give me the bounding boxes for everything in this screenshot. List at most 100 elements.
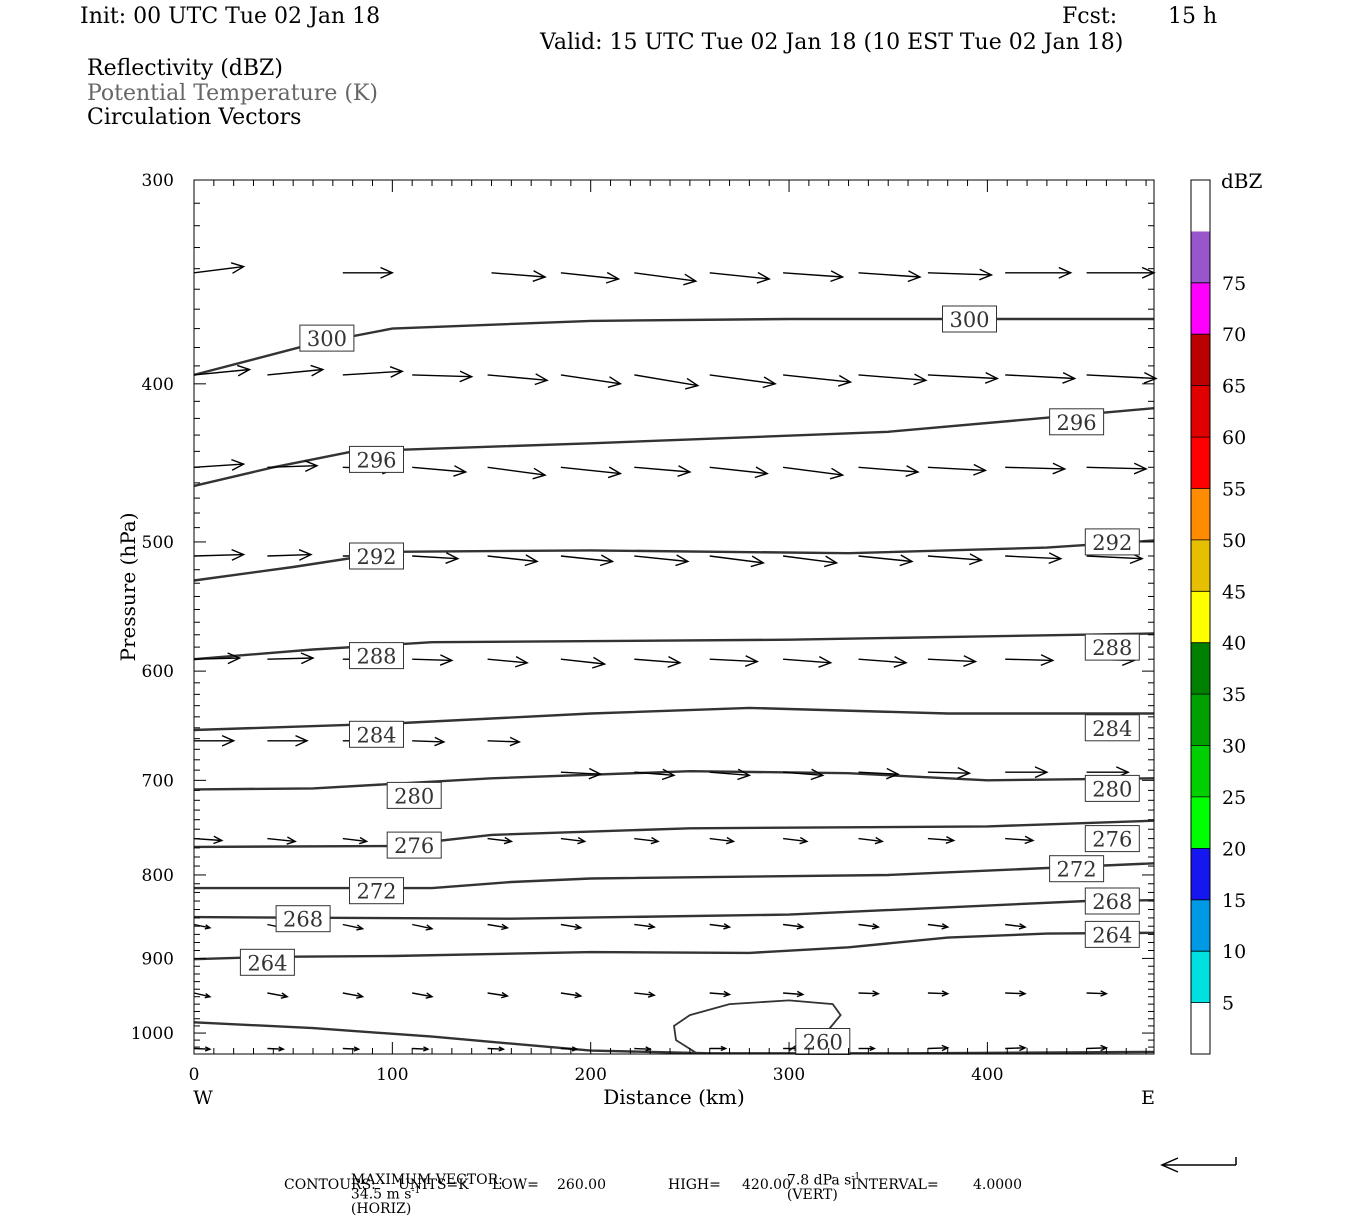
- circulation-vector: [412, 465, 468, 477]
- colorbar-segment: [1191, 488, 1210, 540]
- contour-label: 280: [394, 784, 434, 808]
- circulation-vector: [634, 655, 682, 668]
- contour-label: 276: [394, 834, 434, 858]
- circulation-vector: [634, 374, 700, 390]
- circulation-vector: [927, 1044, 950, 1052]
- contour-label: 272: [356, 880, 396, 904]
- vertical-unit-exponent: -1: [851, 1172, 861, 1182]
- circulation-vector: [412, 992, 434, 999]
- isentrope-288: [193, 632, 1155, 661]
- contour-label: 272: [1057, 858, 1097, 882]
- init-time: Init: 00 UTC Tue 02 Jan 18: [80, 4, 381, 29]
- y-tick-label: 600: [142, 662, 174, 682]
- colorbar-segment: [1191, 282, 1210, 335]
- circulation-vector: [487, 836, 514, 845]
- axis-ticks: [193, 179, 1154, 1055]
- y-tick-label: 500: [142, 533, 174, 553]
- circulation-vector: [783, 270, 845, 283]
- circulation-vector: [342, 836, 369, 845]
- circulation-vector: [193, 1046, 212, 1052]
- colorbar-segment: [1191, 231, 1210, 283]
- contours-label: CONTOURS:: [284, 1177, 376, 1193]
- circulation-vector: [927, 371, 1000, 384]
- circulation-vector: [193, 364, 252, 377]
- circulation-vector: [342, 266, 395, 279]
- circulation-vector: [634, 836, 660, 845]
- colorbar-segment: [1191, 951, 1210, 1003]
- circulation-vector: [560, 1046, 579, 1052]
- circulation-vector: [1086, 371, 1158, 384]
- colorbar-segment: [1191, 437, 1210, 489]
- circulation-vector: [412, 654, 454, 666]
- contour-label-box: [349, 642, 404, 670]
- circulation-vector: [1005, 923, 1027, 930]
- circulation-vector: [267, 1046, 286, 1052]
- circulation-vector: [634, 554, 690, 567]
- circulation-vector: [858, 655, 908, 668]
- circulation-vector: [487, 991, 510, 999]
- isentrope-268: [193, 899, 1155, 920]
- colorbar-level-label: 60: [1222, 427, 1246, 449]
- circulation-vector: [1086, 462, 1148, 475]
- circulation-vector: [491, 270, 547, 282]
- contour-label: 284: [1092, 717, 1132, 741]
- circulation-vector: [487, 1046, 506, 1052]
- contour-label: 260: [803, 1031, 843, 1055]
- contour-label: 296: [1057, 411, 1097, 435]
- axis-labels: 0 100 200 300 400 300 400 500 600 700 800 900 1000 W E…: [116, 171, 1155, 1109]
- colorbar-segment: [1191, 385, 1210, 437]
- circulation-vector: [560, 374, 623, 388]
- contour-labels: 300 300 296 296 292 292 288 288 284 284 280 280 276 2…: [239, 305, 1140, 1055]
- circulation-vector: [634, 991, 656, 998]
- circulation-vector: [560, 554, 615, 567]
- circulation-vector: [858, 836, 885, 845]
- circulation-vector: [709, 990, 732, 998]
- colorbar-level-label: 45: [1222, 581, 1246, 603]
- colorbar-level-label: 50: [1222, 530, 1246, 552]
- circulation-vector: [1005, 266, 1073, 279]
- y-tick-label: 700: [142, 771, 174, 791]
- y-tick-label: 400: [142, 375, 174, 395]
- contour-label-box: [349, 720, 404, 748]
- contours-low-value: 260.00: [557, 1177, 606, 1193]
- y-axis-title: Pressure (hPa): [116, 513, 140, 662]
- x-tick-label: 200: [574, 1065, 606, 1085]
- west-label: W: [193, 1087, 213, 1109]
- y-tick-label: 800: [142, 866, 174, 886]
- circulation-vector: [193, 923, 212, 930]
- circulation-vector: [634, 768, 676, 781]
- circulation-vector: [194, 734, 236, 747]
- circulation-vector: [193, 992, 212, 999]
- contours-interval-label: INTERVAL=: [851, 1177, 939, 1193]
- circulation-vector: [267, 460, 319, 473]
- circulation-vector: [634, 465, 692, 477]
- circulation-vector: [858, 923, 880, 930]
- circulation-vector: [858, 465, 920, 477]
- isentrope-276: [193, 819, 1155, 849]
- circulation-vector: [267, 836, 297, 845]
- colorbar-segment: [1191, 899, 1210, 952]
- circulation-vector: [634, 272, 698, 286]
- circulation-vector: [709, 271, 771, 284]
- circulation-vector: [560, 767, 603, 780]
- circulation-vector: [783, 923, 805, 930]
- circulation-vector: [267, 992, 289, 999]
- circulation-vector: [783, 836, 809, 845]
- contour-label-box: [386, 831, 442, 859]
- colorbar-segment: [1191, 539, 1210, 592]
- valid-time: Valid: 15 UTC Tue 02 Jan 18 (10 EST Tue …: [540, 30, 1124, 55]
- x-tick-label: 300: [773, 1065, 805, 1085]
- x-tick-label: 100: [376, 1065, 408, 1085]
- isentrope-264: [193, 931, 1155, 961]
- colorbar-level-label: 35: [1222, 684, 1246, 706]
- colorbar-segment: [1191, 694, 1210, 746]
- colorbar-level-label: 30: [1222, 736, 1246, 758]
- colorbar-level-label: 40: [1222, 633, 1246, 655]
- circulation-vector: [267, 549, 313, 561]
- field-circulation-vectors: Circulation Vectors: [87, 105, 302, 130]
- circulation-vector: [193, 262, 246, 274]
- x-axis-title: Distance (km): [603, 1085, 745, 1109]
- colorbar-level-label: 25: [1222, 787, 1246, 809]
- circulation-vector: [560, 656, 607, 669]
